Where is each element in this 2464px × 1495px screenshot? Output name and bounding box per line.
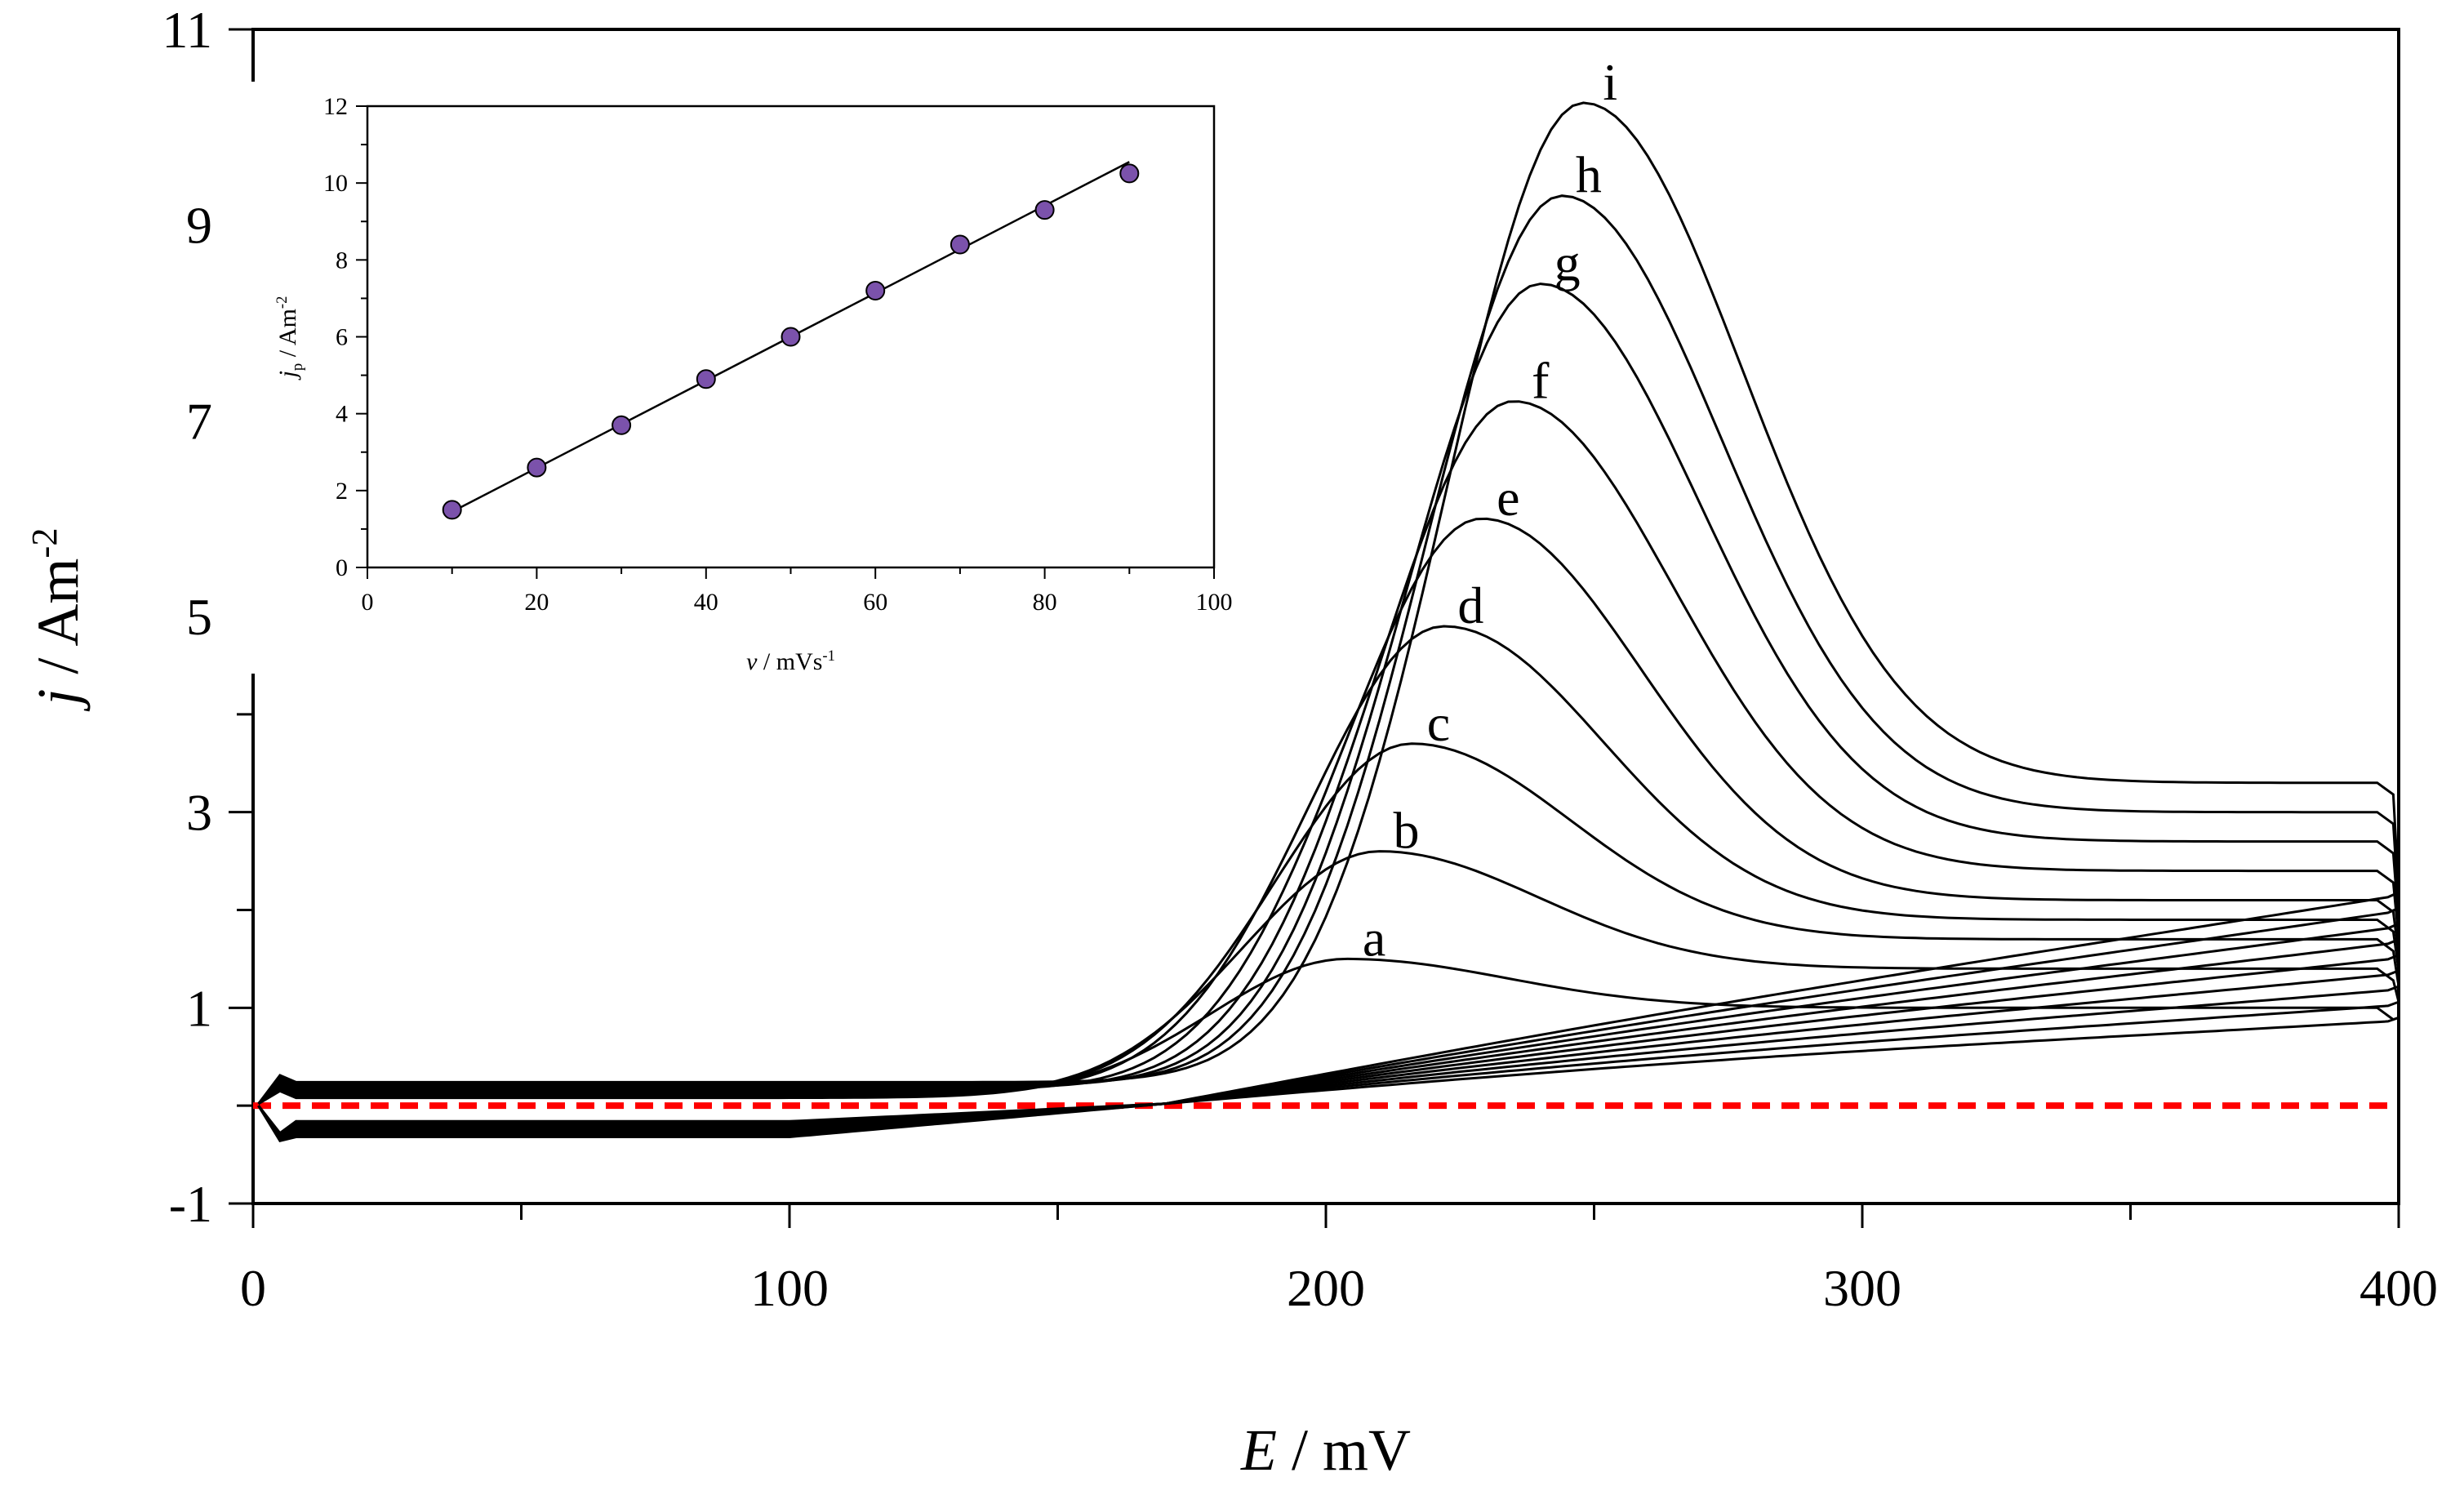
inset-y-tick-label: 2 [336,478,348,505]
inset-data-point [612,415,632,435]
x-tick-label: 100 [750,1259,829,1317]
inset-data-point [781,327,801,347]
inset-data-point [1034,200,1055,220]
inset-y-axis-title: jp / Am-2 [274,296,306,381]
inset-y-tick-label: 0 [336,554,348,581]
inset-data-point [865,281,886,300]
inset-background [229,82,1239,674]
x-axis-title: E / mV [1240,1417,1411,1483]
cv-curve-d [257,625,2400,1138]
curve-label-d: d [1457,576,1483,634]
inset-data-point [696,369,716,389]
inset-y-tick-label: 6 [336,324,348,351]
inset-y-tick-label: 10 [323,170,348,197]
inset-x-axis-title: v / mVs-1 [746,647,835,675]
curve-label-b: b [1394,802,1420,860]
inset-y-tick-label: 12 [323,93,348,120]
x-tick-label: 0 [240,1259,266,1317]
inset-data-point [442,500,462,520]
x-tick-label: 400 [2359,1259,2438,1317]
y-tick-label: -1 [169,1175,212,1233]
x-tick-label: 200 [1287,1259,1365,1317]
y-tick-label: 5 [186,588,212,646]
inset-plot: 0 20 40 60 80 100 0 2 4 6 8 10 12 v / mVs-1 jp / Am-2 [229,82,1239,675]
inset-x-tick-label: 100 [1196,589,1233,616]
inset-x-tick-label: 20 [524,589,549,616]
inset-x-tick-label: 60 [863,589,887,616]
curve-label-c: c [1427,694,1450,752]
y-tick-label: 9 [186,197,212,255]
cv-curve-i [257,101,2400,1143]
x-tick-label: 300 [1823,1259,1901,1317]
inset-x-tick-label: 0 [362,589,374,616]
y-tick-label: 7 [186,392,212,450]
inset-y-tick-label: 4 [336,401,348,428]
inset-data-point [950,234,970,255]
curve-label-f: f [1532,351,1550,409]
inset-x-tick-label: 40 [694,589,718,616]
curve-label-g: g [1554,234,1581,292]
y-tick-label: 1 [186,979,212,1037]
inset-data-point [1119,163,1140,184]
inset-y-tick-label: 8 [336,247,348,274]
y-tick-label: 3 [186,784,212,842]
y-axis-title: j / Am-2 [24,527,91,711]
curve-label-e: e [1497,469,1519,527]
curve-label-h: h [1576,146,1602,204]
curve-label-i: i [1603,53,1617,111]
inset-data-point [527,457,547,478]
inset-x-tick-label: 80 [1033,589,1057,616]
curve-label-a: a [1363,909,1385,967]
y-tick-label: 11 [162,1,212,59]
